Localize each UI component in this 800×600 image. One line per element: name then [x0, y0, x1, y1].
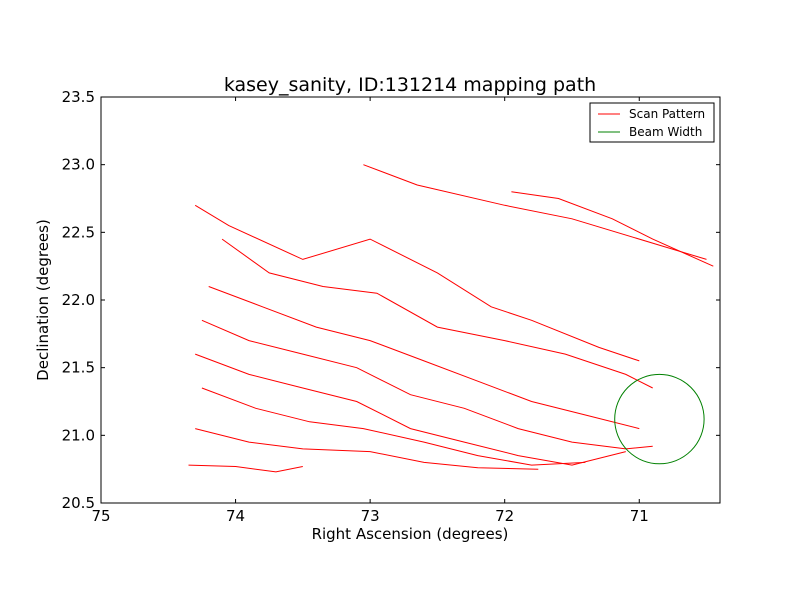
- x-axis-label: Right Ascension (degrees): [312, 525, 509, 543]
- legend-label-beam-width: Beam Width: [629, 125, 702, 139]
- scan-pattern-segment-6: [195, 353, 626, 466]
- chart-title: kasey_sanity, ID:131214 mapping path: [224, 74, 596, 96]
- x-tick-label: 71: [630, 507, 649, 525]
- beam-layer: [614, 373, 705, 465]
- beam-width-circle: [614, 373, 705, 465]
- y-tick-label: 23.0: [62, 156, 95, 174]
- x-tick-label: 72: [495, 507, 514, 525]
- scan-pattern-segment-1: [363, 164, 707, 260]
- y-tick-label: 22.0: [62, 291, 95, 309]
- scan-pattern-segment-7: [201, 387, 586, 466]
- scan-pattern-segment-3: [221, 238, 653, 389]
- y-axis-ticks: 20.5 21.0 21.5 22.0 22.5 23.0 23.5: [62, 88, 720, 512]
- scan-pattern-segment-4: [208, 286, 640, 430]
- y-tick-label: 22.5: [62, 223, 95, 241]
- scan-pattern-segment-5: [201, 319, 653, 450]
- x-axis-ticks: 75 74 73 72 71: [91, 97, 649, 525]
- plot-area: [100, 96, 721, 504]
- y-tick-label: 23.5: [62, 88, 95, 106]
- legend-box: [589, 102, 715, 143]
- x-tick-label: 74: [226, 507, 245, 525]
- plot-background: [101, 97, 720, 503]
- scan-pattern-segment-10: [511, 191, 714, 267]
- scan-pattern-segment-9: [188, 464, 303, 473]
- scan-pattern-segment-8: [195, 428, 539, 470]
- y-tick-label: 20.5: [62, 494, 95, 512]
- legend-label-scan-pattern: Scan Pattern: [629, 107, 705, 121]
- scan-pattern-segment-2: [194, 204, 640, 362]
- y-tick-label: 21.5: [62, 359, 95, 377]
- series-layer: [188, 164, 714, 473]
- y-tick-label: 21.0: [62, 426, 95, 444]
- x-tick-label: 75: [91, 507, 110, 525]
- x-tick-label: 73: [361, 507, 380, 525]
- y-axis-label: Declination (degrees): [34, 219, 52, 381]
- legend: Scan Pattern Beam Width: [589, 102, 715, 143]
